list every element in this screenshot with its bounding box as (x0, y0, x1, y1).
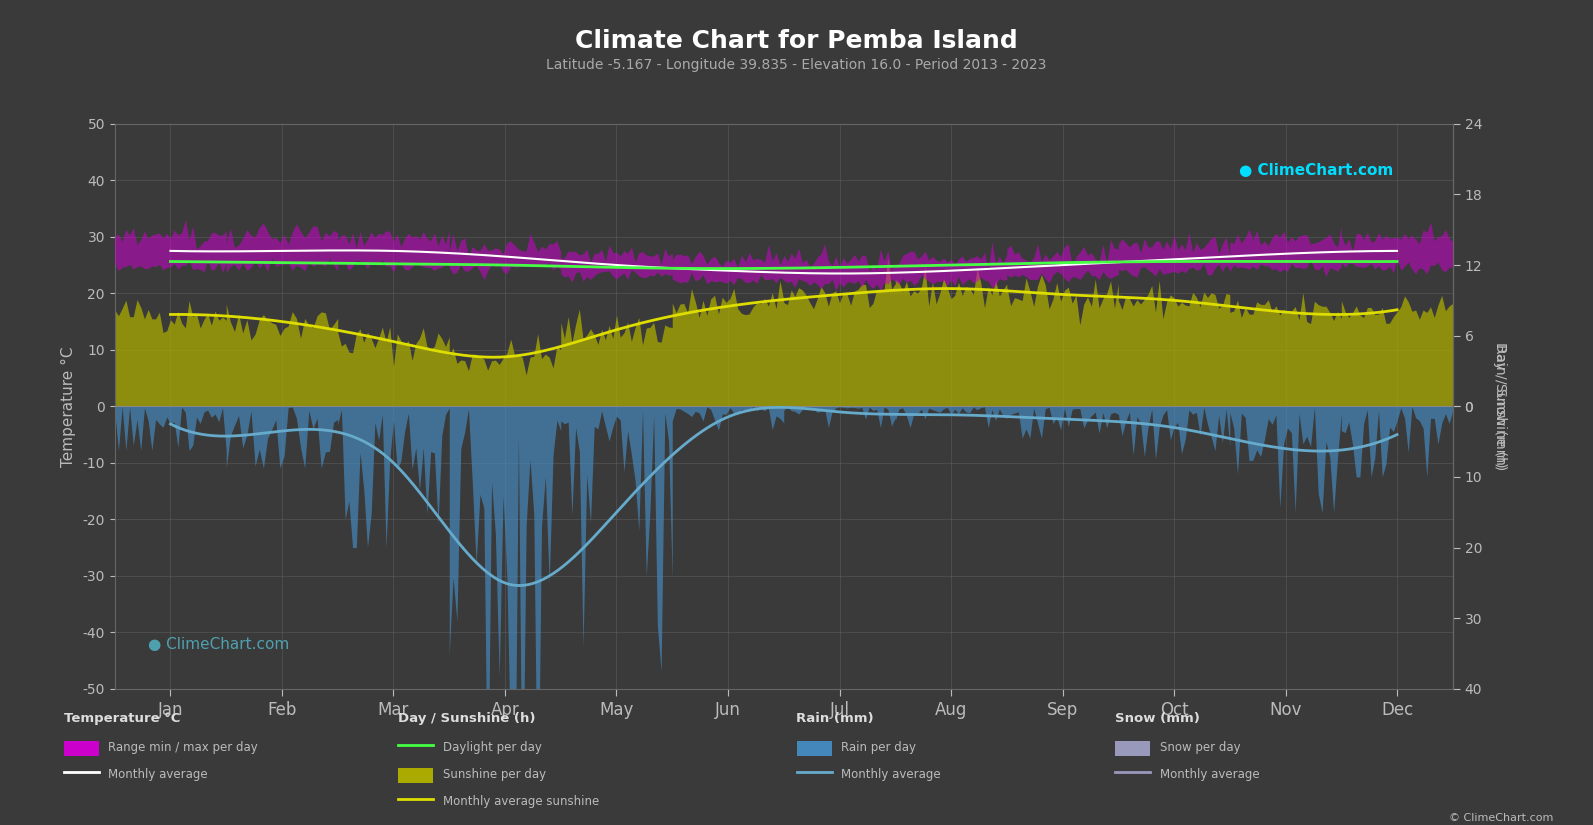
Text: Range min / max per day: Range min / max per day (108, 741, 258, 754)
Y-axis label: Temperature °C: Temperature °C (61, 346, 75, 467)
Text: Temperature °C: Temperature °C (64, 712, 180, 725)
Text: Monthly average sunshine: Monthly average sunshine (443, 795, 599, 808)
Text: Daylight per day: Daylight per day (443, 741, 542, 754)
Text: Snow (mm): Snow (mm) (1115, 712, 1200, 725)
Text: Latitude -5.167 - Longitude 39.835 - Elevation 16.0 - Period 2013 - 2023: Latitude -5.167 - Longitude 39.835 - Ele… (546, 58, 1047, 72)
Text: ● ClimeChart.com: ● ClimeChart.com (148, 638, 290, 653)
Text: Climate Chart for Pemba Island: Climate Chart for Pemba Island (575, 29, 1018, 53)
Text: Monthly average: Monthly average (1160, 768, 1260, 781)
Text: Rain (mm): Rain (mm) (796, 712, 875, 725)
Text: ● ClimeChart.com: ● ClimeChart.com (1239, 163, 1392, 177)
Text: Sunshine per day: Sunshine per day (443, 768, 546, 781)
Text: Day / Sunshine (h): Day / Sunshine (h) (398, 712, 535, 725)
Text: © ClimeChart.com: © ClimeChart.com (1448, 813, 1553, 823)
Text: Monthly average: Monthly average (108, 768, 209, 781)
Y-axis label: Day / Sunshine (h): Day / Sunshine (h) (1493, 342, 1507, 470)
Text: Monthly average: Monthly average (841, 768, 941, 781)
Text: Snow per day: Snow per day (1160, 741, 1241, 754)
Text: Rain per day: Rain per day (841, 741, 916, 754)
Y-axis label: Rain / Snow (mm): Rain / Snow (mm) (1493, 345, 1507, 468)
